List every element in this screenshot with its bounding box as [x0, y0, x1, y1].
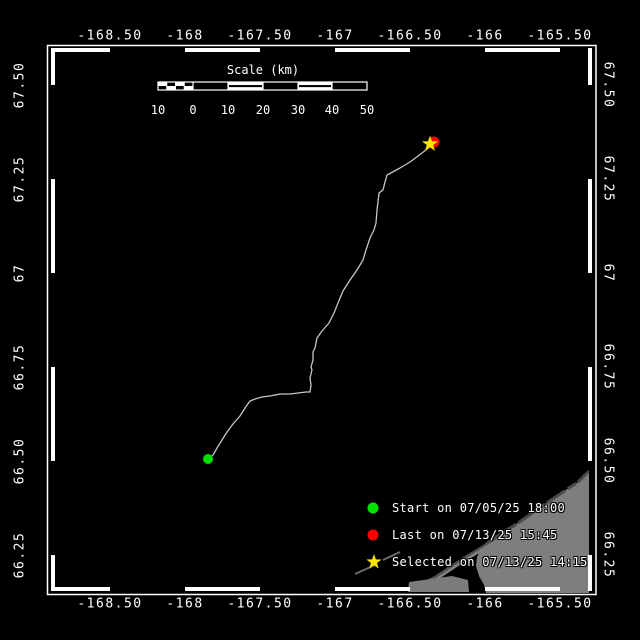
start-position-dot: [203, 454, 213, 464]
lat-tick-label-right: 66.75: [600, 343, 616, 391]
legend-marker-circle: [367, 502, 379, 514]
frame-segment-right: [588, 179, 592, 273]
lon-tick-label-bottom: -167: [316, 596, 354, 612]
lon-tick-label-top: -168.50: [77, 28, 143, 44]
lat-tick-label-left: 67.25: [12, 155, 28, 203]
frame-segment-top: [185, 48, 260, 52]
selected-position-star: [421, 135, 439, 151]
lon-tick-label-top: -166.50: [377, 28, 443, 44]
scale-section-stripe: [229, 85, 262, 88]
scale-bar-title: Scale (km): [226, 63, 300, 77]
scale-tick-label: 0: [189, 103, 197, 117]
lat-tick-label-left: 66.25: [12, 531, 28, 579]
legend-label: Start on 07/05/25 18:00: [392, 501, 566, 515]
scale-checker-cell: [158, 82, 167, 86]
lat-tick-label-left: 67.50: [12, 61, 28, 109]
frame-segment-left: [51, 179, 55, 273]
landmass-fill: [476, 471, 589, 593]
frame-outline: [46, 44, 597, 596]
lat-tick-label-left: 66.75: [12, 343, 28, 391]
scale-tick-label: 30: [290, 103, 306, 117]
frame-segment-left: [51, 48, 55, 85]
frame-segment-top: [335, 48, 410, 52]
lat-tick-label-right: 67.50: [600, 61, 616, 109]
lon-tick-label-top: -167.50: [227, 28, 293, 44]
scale-tick-label: 20: [255, 103, 271, 117]
landmass: [354, 469, 589, 593]
scale-tick-label: 10: [150, 103, 166, 117]
island-streak: [382, 551, 401, 561]
lon-tick-label-top: -167: [316, 28, 354, 44]
frame-segment-bottom: [335, 587, 410, 591]
lon-tick-label-top: -168: [166, 28, 204, 44]
lon-tick-label-bottom: -165.50: [527, 596, 593, 612]
legend-marker-circle: [367, 529, 379, 541]
frame-segment-top: [51, 48, 110, 52]
frame-segment-right: [588, 48, 592, 85]
frame-segment-top: [485, 48, 560, 52]
scale-checker-cell: [175, 82, 185, 86]
scale-checker-cell: [184, 86, 193, 90]
lat-tick-label-right: 67: [600, 263, 616, 283]
frame-segment-bottom: [51, 587, 110, 591]
map-frame: [46, 44, 597, 596]
spit-end: [408, 576, 469, 592]
frame-segment-left: [51, 555, 55, 591]
scale-bar: [157, 81, 368, 91]
frame-segment-right: [588, 555, 592, 591]
scale-tick-label: 50: [359, 103, 375, 117]
scale-tick-label: 10: [220, 103, 236, 117]
frame-segment-bottom: [485, 587, 560, 591]
lat-tick-label-right: 66.50: [600, 437, 616, 485]
scale-section-stripe: [299, 85, 331, 88]
lon-tick-label-top: -165.50: [527, 28, 593, 44]
legend-label: Last on 07/13/25 15:45: [392, 528, 558, 542]
lon-tick-label-top: -166: [466, 28, 504, 44]
lon-tick-label-bottom: -168.50: [77, 596, 143, 612]
scale-tick-label: 40: [324, 103, 340, 117]
legend-label: Selected on 07/13/25 14:15: [392, 555, 588, 569]
lat-tick-label-left: 67: [12, 263, 28, 283]
legend-marker-star: [366, 554, 382, 569]
scale-checker-cell: [166, 86, 176, 90]
lat-tick-label-right: 67.25: [600, 155, 616, 203]
lat-tick-label-right: 66.25: [600, 531, 616, 579]
frame-segment-right: [588, 367, 592, 461]
frame-segment-left: [51, 367, 55, 461]
lon-tick-label-bottom: -168: [166, 596, 204, 612]
drift-track-line: [207, 144, 433, 460]
frame-segment-bottom: [185, 587, 260, 591]
lat-tick-label-left: 66.50: [12, 437, 28, 485]
lon-tick-label-bottom: -166: [466, 596, 504, 612]
lon-tick-label-bottom: -167.50: [227, 596, 293, 612]
lon-tick-label-bottom: -166.50: [377, 596, 443, 612]
